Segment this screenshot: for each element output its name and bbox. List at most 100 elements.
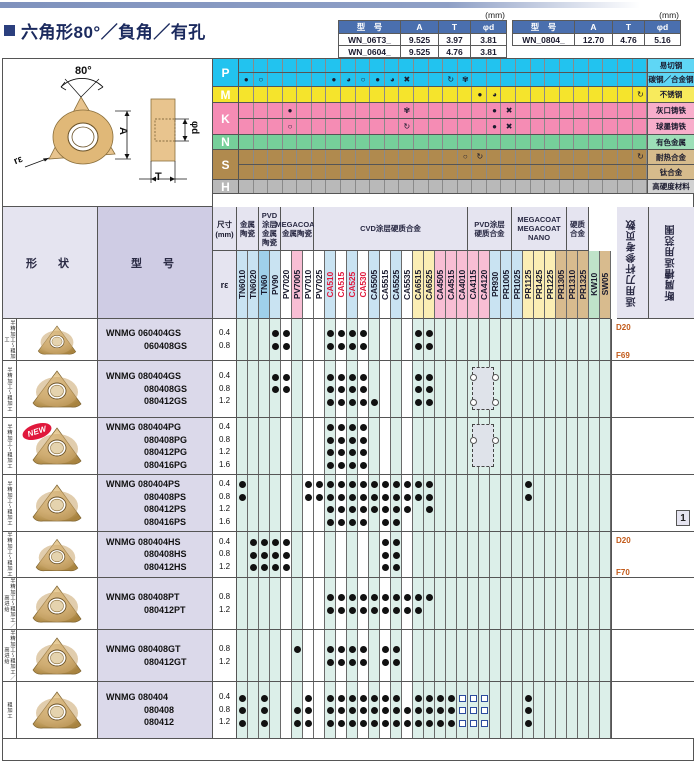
grade-cell-column[interactable] [600, 578, 611, 629]
grade-cell-column[interactable] [303, 630, 314, 681]
grade-cell-column[interactable] [479, 630, 490, 681]
grade-cell-column[interactable] [578, 475, 589, 531]
grade-cell-column[interactable] [567, 578, 578, 629]
grade-cell-column[interactable] [314, 682, 325, 738]
grade-column-pr1305[interactable]: PR1305 [556, 251, 567, 319]
grade-cell-column[interactable] [369, 578, 380, 629]
grade-cell-column[interactable] [303, 532, 314, 577]
grade-column-kw10[interactable]: KW10 [589, 251, 600, 319]
grade-cell-column[interactable] [545, 578, 556, 629]
grade-cell-column[interactable] [501, 578, 512, 629]
grade-cell-column[interactable] [325, 418, 336, 474]
grade-cell-column[interactable] [545, 418, 556, 474]
grade-column-pr1025[interactable]: PR1025 [512, 251, 523, 319]
grade-cell-column[interactable] [534, 682, 545, 738]
grade-cell-column[interactable] [303, 361, 314, 417]
grade-cell-column[interactable] [413, 475, 424, 531]
grade-cell-column[interactable] [534, 475, 545, 531]
grade-cell-column[interactable] [402, 475, 413, 531]
grade-cell-column[interactable] [512, 630, 523, 681]
grade-cell-column[interactable] [424, 475, 435, 531]
grade-column-pr1325[interactable]: PR1325 [578, 251, 589, 319]
grade-cell-column[interactable] [270, 418, 281, 474]
grade-cell-column[interactable] [413, 630, 424, 681]
grade-cell-column[interactable] [292, 418, 303, 474]
grade-cell-column[interactable] [336, 319, 347, 360]
grade-cell-column[interactable] [446, 532, 457, 577]
grade-cell-column[interactable] [545, 475, 556, 531]
grade-cell-column[interactable] [380, 630, 391, 681]
grade-column-tn6010[interactable]: TN6010 [237, 251, 248, 319]
grade-cell-column[interactable] [446, 319, 457, 360]
grade-cell-column[interactable] [501, 418, 512, 474]
grade-cell-column[interactable] [468, 630, 479, 681]
grade-cell-column[interactable] [270, 578, 281, 629]
grade-column-ca530[interactable]: CA530 [358, 251, 369, 319]
grade-cell-column[interactable] [391, 418, 402, 474]
grade-cell-column[interactable] [534, 630, 545, 681]
grade-cell-column[interactable] [424, 578, 435, 629]
grade-cell-column[interactable] [424, 319, 435, 360]
grade-cell-column[interactable] [369, 361, 380, 417]
grade-cell-column[interactable] [600, 475, 611, 531]
grade-cell-column[interactable] [501, 319, 512, 360]
grade-cell-column[interactable] [567, 630, 578, 681]
grade-cell-column[interactable] [391, 361, 402, 417]
grade-cell-column[interactable] [479, 532, 490, 577]
grade-cell-column[interactable] [270, 475, 281, 531]
grade-cell-column[interactable] [325, 319, 336, 360]
grade-cell-column[interactable] [479, 319, 490, 360]
grade-cell-column[interactable] [435, 319, 446, 360]
grade-cell-column[interactable] [479, 578, 490, 629]
grade-cell-column[interactable] [523, 361, 534, 417]
grade-cell-column[interactable] [435, 361, 446, 417]
grade-column-pr1005[interactable]: PR1005 [501, 251, 512, 319]
grade-cell-column[interactable] [545, 319, 556, 360]
grade-cell-column[interactable] [578, 361, 589, 417]
grade-cell-column[interactable] [589, 475, 600, 531]
grade-column-pv7020[interactable]: PV7020 [281, 251, 292, 319]
grade-cell-column[interactable] [347, 319, 358, 360]
grade-column-ca510[interactable]: CA510 [325, 251, 336, 319]
grade-cell-column[interactable] [248, 418, 259, 474]
grade-cell-column[interactable] [358, 319, 369, 360]
grade-cell-column[interactable] [567, 532, 578, 577]
grade-cell-column[interactable] [237, 418, 248, 474]
grade-cell-column[interactable] [556, 361, 567, 417]
grade-cell-column[interactable] [589, 319, 600, 360]
grade-cell-column[interactable] [446, 361, 457, 417]
grade-cell-column[interactable] [578, 578, 589, 629]
grade-cell-column[interactable] [325, 532, 336, 577]
grade-column-ca4505[interactable]: CA4505 [435, 251, 446, 319]
grade-cell-column[interactable] [248, 682, 259, 738]
grade-cell-column[interactable] [270, 319, 281, 360]
grade-cell-column[interactable] [523, 630, 534, 681]
grade-cell-column[interactable] [402, 361, 413, 417]
grade-cell-column[interactable] [468, 475, 479, 531]
grade-cell-column[interactable] [325, 630, 336, 681]
grade-cell-column[interactable] [578, 532, 589, 577]
grade-cell-column[interactable] [567, 361, 578, 417]
grade-column-sw05[interactable]: SW05 [600, 251, 611, 319]
grade-cell-column[interactable] [292, 475, 303, 531]
grade-cell-column[interactable] [457, 418, 468, 474]
grade-cell-column[interactable] [512, 532, 523, 577]
grade-cell-column[interactable] [578, 630, 589, 681]
grade-cell-column[interactable] [512, 682, 523, 738]
grade-cell-column[interactable] [369, 630, 380, 681]
grade-cell-column[interactable] [347, 578, 358, 629]
grade-cell-column[interactable] [380, 475, 391, 531]
grade-cell-column[interactable] [358, 475, 369, 531]
grade-cell-column[interactable] [501, 475, 512, 531]
grade-cell-column[interactable] [490, 682, 501, 738]
grade-cell-column[interactable] [545, 361, 556, 417]
grade-cell-column[interactable] [314, 418, 325, 474]
grade-cell-column[interactable] [303, 319, 314, 360]
grade-cell-column[interactable] [259, 418, 270, 474]
grade-cell-column[interactable] [369, 532, 380, 577]
grade-cell-column[interactable] [523, 532, 534, 577]
grade-cell-column[interactable] [347, 418, 358, 474]
grade-cell-column[interactable] [248, 361, 259, 417]
grade-cell-column[interactable] [600, 418, 611, 474]
grade-cell-column[interactable] [413, 532, 424, 577]
